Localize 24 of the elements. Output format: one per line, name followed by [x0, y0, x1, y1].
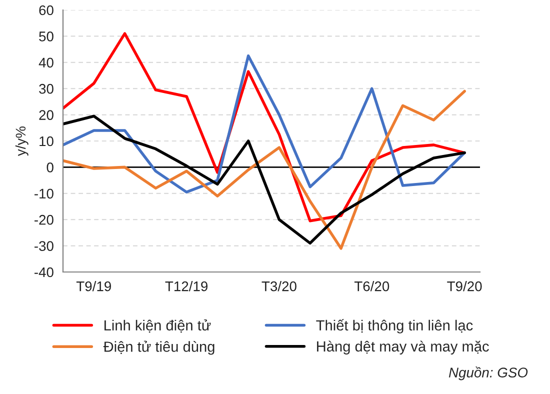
- text: Nguồn: GSO: [448, 366, 528, 380]
- y-tick-label: -30: [34, 241, 54, 251]
- y-tick-label: -40: [34, 267, 54, 278]
- y-tick-label: 40: [38, 58, 54, 68]
- y-axis-title: y/y%: [15, 126, 28, 156]
- x-tick-label: T12/19: [165, 281, 208, 292]
- x-tick-label: T6/20: [354, 281, 390, 292]
- y-tick-label: 10: [40, 136, 54, 146]
- y-tick-label: -10: [34, 188, 54, 199]
- y-tick-label: -20: [34, 214, 54, 225]
- line-series: [63, 54, 466, 194]
- y-tick-label: 20: [39, 110, 54, 120]
- x-tick-label: T9/20: [447, 281, 482, 292]
- legend-label: Linh kiện điện tử: [104, 319, 211, 333]
- y-tick-label: 0: [46, 162, 54, 172]
- legend-label: Hàng dệt may và may mặc: [317, 340, 489, 354]
- line-series: [63, 90, 466, 250]
- x-tick-label: T9/19: [76, 281, 111, 292]
- y-tick-label: 50: [39, 32, 54, 42]
- legend-label: Thiết bị thông tin liên lạc: [316, 319, 473, 334]
- x-tick-label: T3/20: [262, 281, 296, 292]
- y-tick-label: 60: [39, 5, 54, 16]
- y-tick-label: 30: [39, 84, 54, 94]
- legend-label: Điện tử tiêu dùng: [103, 340, 214, 355]
